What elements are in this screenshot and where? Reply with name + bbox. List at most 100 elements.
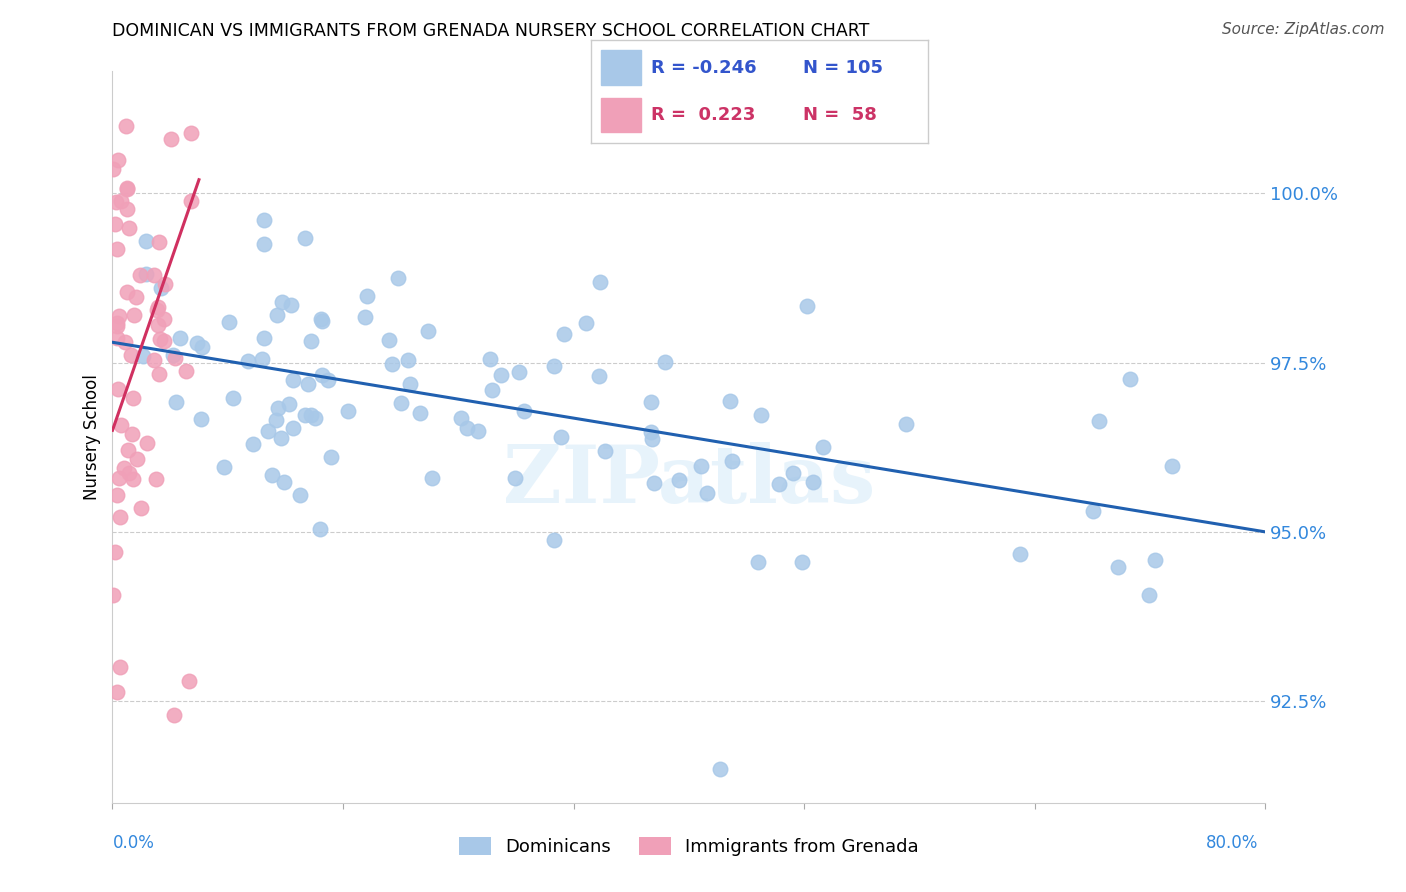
Point	[153, 334, 176, 348]
Point	[104, 194, 127, 209]
Point	[108, 309, 131, 323]
Point	[721, 454, 744, 468]
Point	[180, 194, 202, 208]
Point	[281, 373, 304, 387]
Point	[145, 472, 167, 486]
Point	[288, 488, 311, 502]
Point	[321, 450, 343, 465]
Text: Source: ZipAtlas.com: Source: ZipAtlas.com	[1222, 22, 1385, 37]
Point	[125, 290, 148, 304]
Point	[589, 276, 612, 290]
Point	[120, 348, 142, 362]
Point	[103, 588, 125, 602]
Point	[190, 412, 212, 426]
Point	[165, 395, 187, 409]
Point	[1137, 588, 1160, 602]
Point	[104, 545, 127, 559]
Point	[1107, 559, 1129, 574]
Text: R =  0.223: R = 0.223	[651, 106, 755, 124]
Bar	[600, 50, 641, 86]
Point	[418, 324, 440, 338]
Point	[148, 318, 170, 332]
Point	[155, 277, 177, 291]
Point	[749, 408, 772, 422]
Point	[104, 217, 127, 231]
Point	[896, 417, 918, 431]
Point	[121, 427, 143, 442]
Point	[136, 436, 159, 450]
Point	[107, 383, 129, 397]
Point	[135, 234, 157, 248]
Point	[508, 365, 530, 379]
Point	[1083, 504, 1105, 518]
Point	[118, 467, 141, 481]
Point	[543, 359, 565, 374]
Point	[380, 357, 402, 371]
Point	[105, 330, 128, 344]
Text: 0.0%: 0.0%	[112, 834, 155, 852]
Point	[257, 424, 280, 438]
Point	[110, 194, 132, 208]
Point	[128, 268, 150, 282]
Point	[177, 673, 200, 688]
Text: DOMINICAN VS IMMIGRANTS FROM GRENADA NURSERY SCHOOL CORRELATION CHART: DOMINICAN VS IMMIGRANTS FROM GRENADA NUR…	[112, 22, 870, 40]
Point	[479, 352, 502, 367]
Point	[186, 336, 208, 351]
Point	[354, 310, 377, 324]
Point	[115, 180, 138, 194]
Point	[124, 308, 146, 322]
Point	[253, 331, 276, 345]
Point	[782, 466, 804, 480]
Point	[174, 364, 197, 378]
Point	[294, 408, 316, 422]
Point	[148, 367, 170, 381]
Point	[260, 467, 283, 482]
Point	[553, 326, 575, 341]
Point	[1143, 552, 1166, 566]
Point	[420, 471, 443, 485]
Point	[153, 311, 176, 326]
Point	[212, 459, 235, 474]
Point	[467, 424, 489, 438]
Point	[1160, 458, 1182, 473]
Text: N = 105: N = 105	[803, 59, 883, 77]
Point	[278, 397, 301, 411]
Point	[149, 332, 172, 346]
Point	[654, 355, 676, 369]
Point	[135, 267, 157, 281]
Point	[148, 300, 170, 314]
Point	[641, 432, 664, 446]
Point	[115, 202, 138, 216]
Point	[163, 707, 186, 722]
Point	[281, 421, 304, 435]
Point	[142, 268, 165, 282]
Point	[110, 510, 132, 524]
Point	[813, 440, 835, 454]
Point	[792, 555, 814, 569]
Point	[356, 288, 378, 302]
Point	[107, 153, 129, 168]
Point	[696, 485, 718, 500]
Point	[121, 472, 143, 486]
Point	[668, 473, 690, 487]
Point	[105, 319, 128, 334]
Point	[489, 368, 512, 383]
Point	[150, 281, 173, 295]
Text: ZIPatlas: ZIPatlas	[503, 442, 875, 520]
Point	[125, 452, 148, 467]
Point	[396, 353, 419, 368]
Point	[409, 406, 432, 420]
Point	[191, 340, 214, 354]
Point	[311, 368, 333, 382]
Point	[270, 294, 292, 309]
Point	[297, 376, 319, 391]
Point	[387, 271, 409, 285]
Point	[110, 418, 132, 433]
Point	[117, 443, 139, 458]
Point	[456, 421, 478, 435]
Point	[118, 221, 141, 235]
Point	[640, 425, 662, 439]
Point	[299, 408, 322, 422]
Point	[513, 404, 536, 418]
Point	[304, 410, 326, 425]
